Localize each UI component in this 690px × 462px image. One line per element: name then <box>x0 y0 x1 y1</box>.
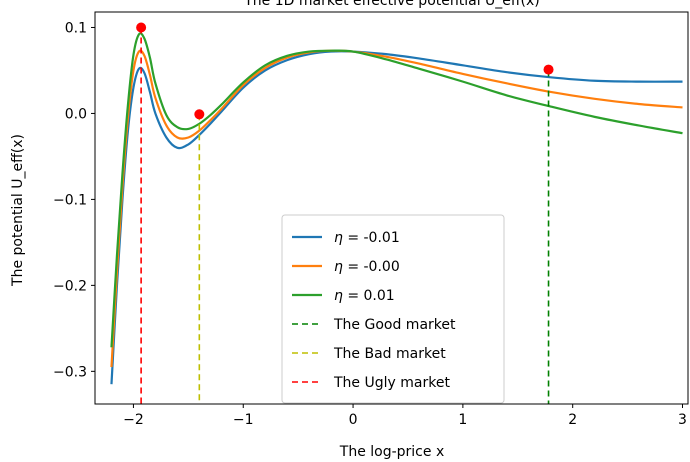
plot-frame <box>94 11 689 405</box>
y-tick-label: 0.1 <box>65 20 87 36</box>
y-tick-label: 0.0 <box>65 106 87 122</box>
x-axis-label: The log-price x <box>339 444 444 460</box>
y-tick-label: −0.1 <box>53 192 87 208</box>
x-axis-ticks: −2 −1 0 1 2 3 <box>123 404 687 428</box>
plot-area <box>94 11 689 405</box>
x-tick-label: 0 <box>349 412 358 428</box>
legend-label: η = -0.01 <box>334 230 400 246</box>
y-tick-label: −0.2 <box>53 278 87 294</box>
x-tick-label: −2 <box>123 412 144 428</box>
legend-label: The Good market <box>333 317 456 333</box>
y-axis-ticks: −0.3 −0.2 −0.1 0.0 0.1 <box>53 20 95 380</box>
marker-point-2 <box>543 64 554 75</box>
x-tick-label: 1 <box>458 412 467 428</box>
legend: η = -0.01 η = -0.00 η = 0.01 The Good marke… <box>281 214 505 404</box>
x-tick-label: 2 <box>568 412 577 428</box>
x-tick-label: 3 <box>678 412 687 428</box>
legend-box <box>281 214 505 404</box>
x-tick-label: −1 <box>233 412 254 428</box>
series-line-0 <box>110 50 683 385</box>
series-line-2 <box>110 32 683 348</box>
legend-label: η = -0.00 <box>334 259 400 275</box>
marker-point-1 <box>194 109 205 120</box>
y-axis-label: The potential U_eff(x) <box>10 134 26 287</box>
y-tick-label: −0.3 <box>53 364 87 380</box>
legend-label: The Bad market <box>333 346 446 362</box>
chart-title: The 1D market effective potential U_eff(… <box>243 0 540 9</box>
legend-label: The Ugly market <box>333 375 450 391</box>
series-line-1 <box>110 49 683 368</box>
legend-label: η = 0.01 <box>334 288 395 304</box>
marker-point-0 <box>136 22 147 33</box>
